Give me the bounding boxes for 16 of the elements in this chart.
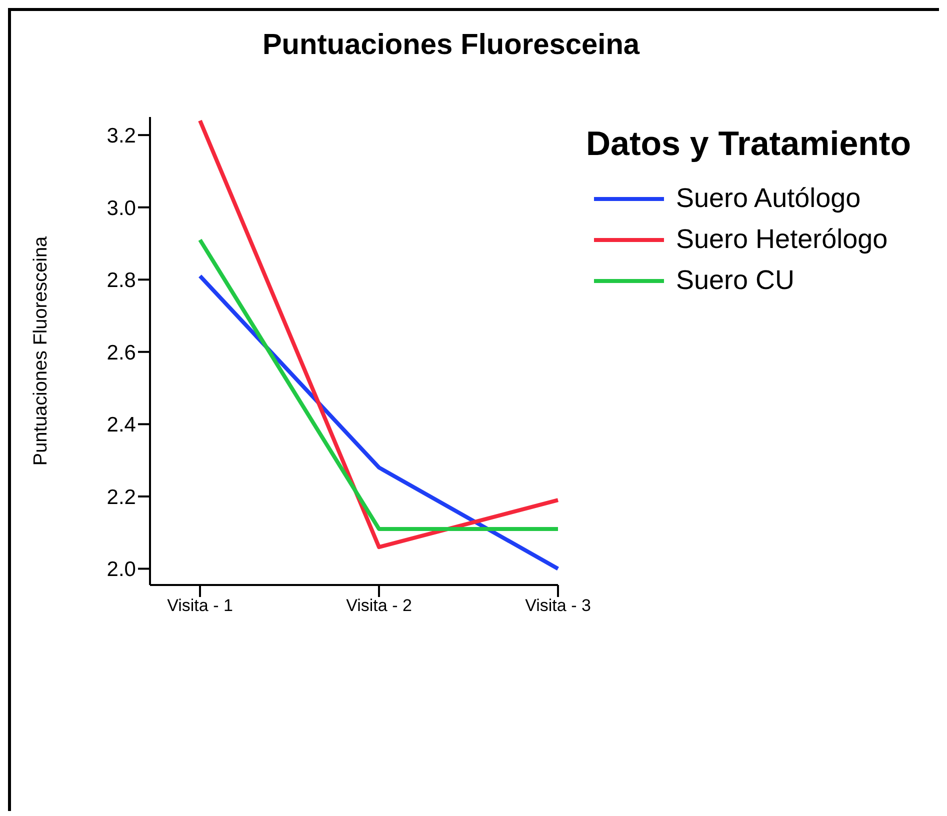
legend-title: Datos y Tratamiento <box>586 125 912 164</box>
legend-label: Suero Heterólogo <box>676 224 888 255</box>
y-tick-label: 2.2 <box>106 486 136 509</box>
y-tick-label: 2.4 <box>106 414 136 437</box>
y-tick-label: 2.6 <box>106 341 136 364</box>
legend-label: Suero Autólogo <box>676 183 861 214</box>
y-axis-title: Puntuaciones Fluoresceina <box>30 236 52 466</box>
y-tick-label: 2.8 <box>106 269 136 292</box>
y-tick-label: 2.0 <box>106 558 136 582</box>
x-tick-label: Visita - 3 <box>525 596 591 616</box>
y-tick-label: 3.2 <box>106 124 136 148</box>
legend-label: Suero CU <box>676 265 795 296</box>
x-tick-label: Visita - 1 <box>167 596 233 616</box>
chart-title: Puntuaciones Fluoresceina <box>261 29 641 62</box>
y-tick-label: 3.0 <box>106 196 136 220</box>
x-tick-label: Visita - 2 <box>346 596 412 616</box>
